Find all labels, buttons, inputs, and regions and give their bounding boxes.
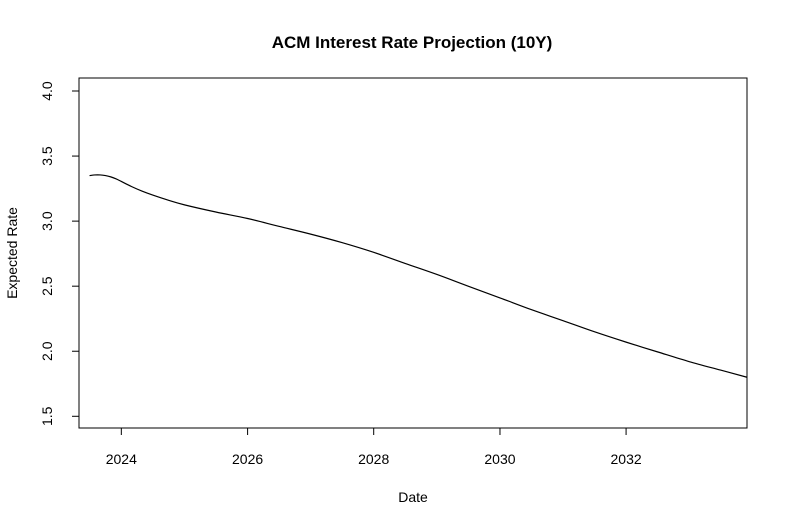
x-tick-label: 2030 [484, 451, 515, 467]
x-tick-label: 2026 [232, 451, 263, 467]
y-tick-label: 4.0 [39, 81, 55, 101]
x-tick-label: 2032 [611, 451, 642, 467]
y-axis: 1.5 2.0 2.5 3.0 3.5 4.0 [39, 81, 80, 426]
data-points [88, 173, 748, 378]
x-axis: 2024 2026 2028 2030 2032 [106, 427, 642, 467]
y-tick-label: 2.0 [39, 341, 55, 361]
y-tick-label: 2.5 [39, 276, 55, 296]
y-tick-label: 1.5 [39, 406, 55, 426]
x-tick-label: 2024 [106, 451, 137, 467]
chart-title: ACM Interest Rate Projection (10Y) [272, 33, 553, 52]
series-line [89, 174, 748, 378]
y-tick-label: 3.0 [39, 211, 55, 231]
y-tick-label: 3.5 [39, 146, 55, 166]
y-axis-label: Expected Rate [4, 207, 20, 299]
plot-frame [78, 77, 748, 429]
x-tick-label: 2028 [358, 451, 389, 467]
x-axis-label: Date [398, 489, 428, 505]
